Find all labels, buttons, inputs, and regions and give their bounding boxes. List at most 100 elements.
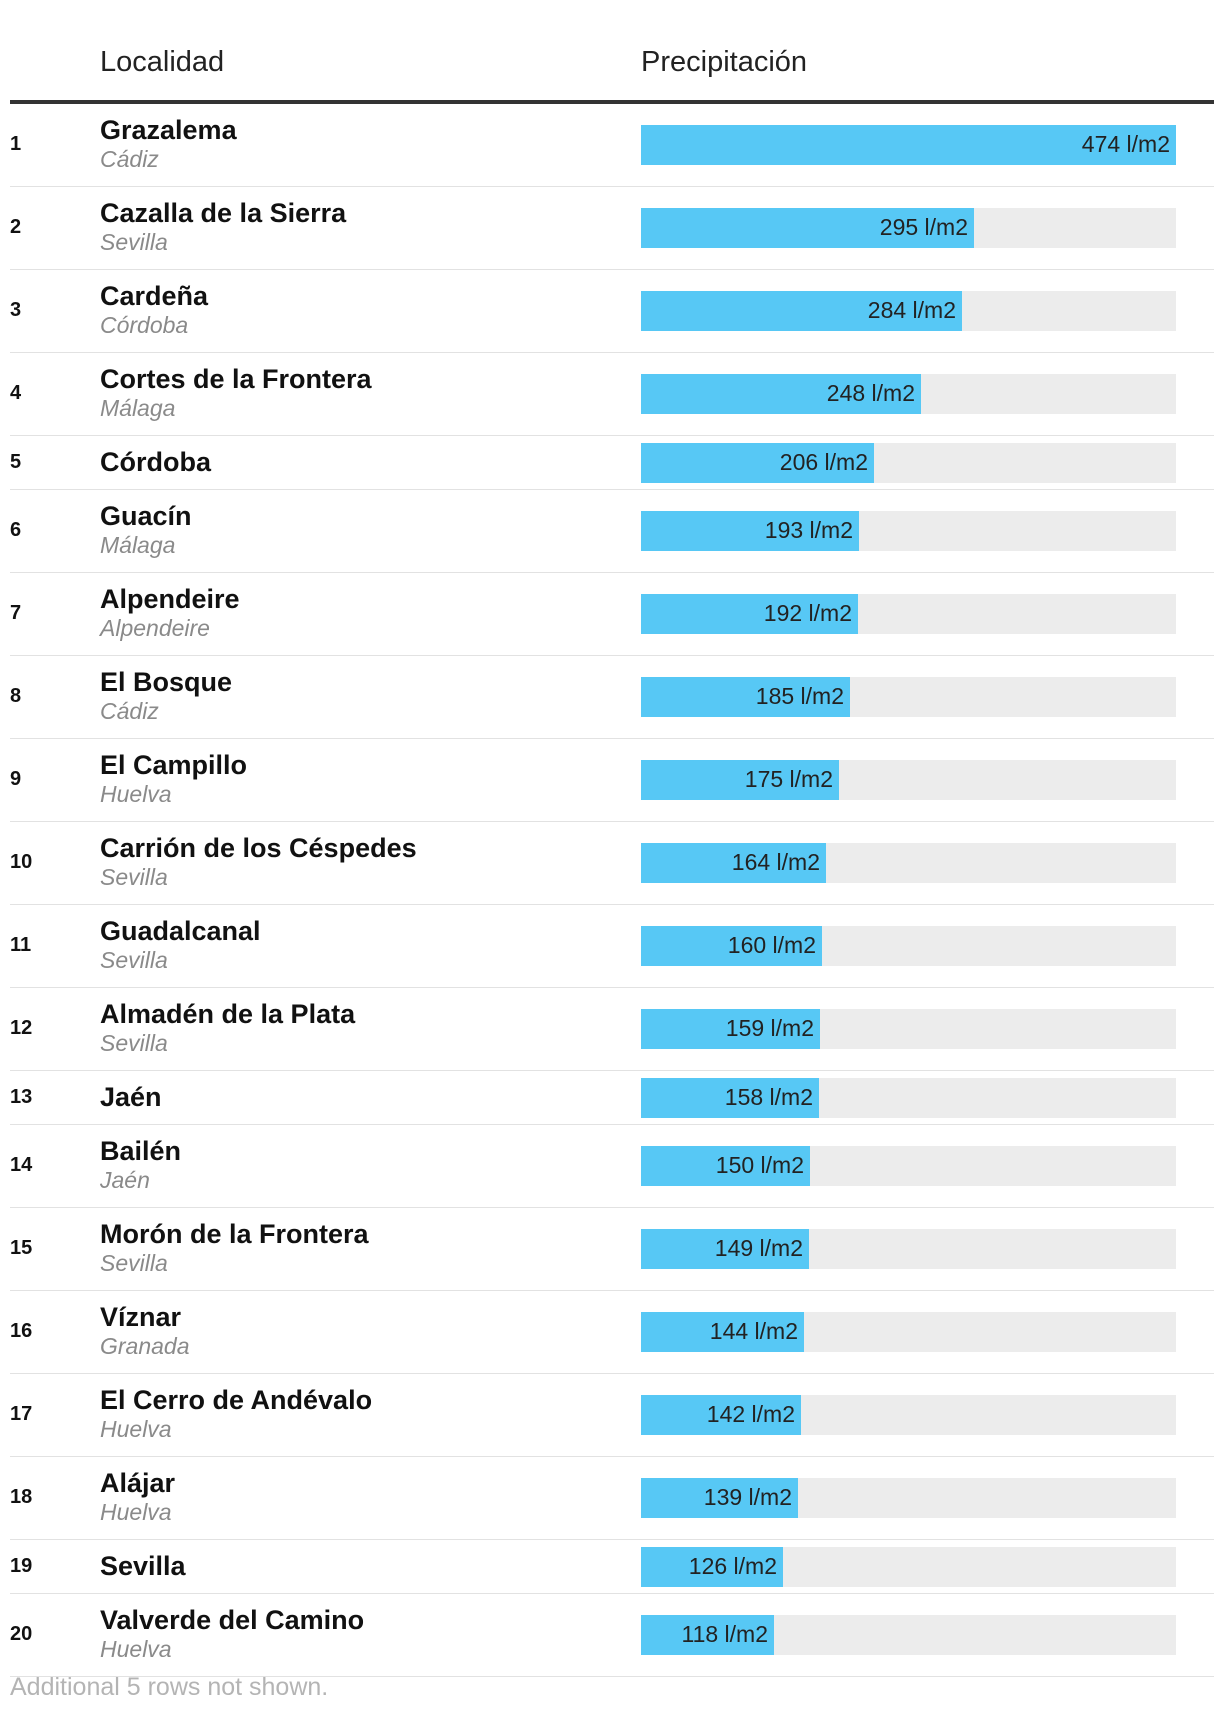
row-locality-name: Alájar <box>100 1468 176 1498</box>
row-locality-name: Morón de la Frontera <box>100 1219 369 1249</box>
table-row: 12 Almadén de la Plata Sevilla 159 l/m2 <box>10 988 1214 1071</box>
row-locality-name: El Bosque <box>100 667 233 697</box>
bar-track: 150 l/m2 <box>641 1146 1176 1186</box>
bar-value-label: 295 l/m2 <box>879 214 968 240</box>
row-rank: 13 <box>10 1086 33 1108</box>
bar-track: 248 l/m2 <box>641 374 1176 414</box>
column-header-precipitacion: Precipitación <box>641 46 808 78</box>
row-rank: 9 <box>10 768 22 790</box>
bar-track: 295 l/m2 <box>641 208 1176 248</box>
row-province: Sevilla <box>100 864 168 890</box>
table-row: 1 Grazalema Cádiz 474 l/m2 <box>10 104 1214 187</box>
row-rank: 8 <box>10 685 22 707</box>
row-province: Huelva <box>100 1499 172 1525</box>
row-province: Granada <box>100 1333 190 1359</box>
bar-track: 126 l/m2 <box>641 1547 1176 1587</box>
table-row: 19 Sevilla 126 l/m2 <box>10 1540 1214 1594</box>
bar <box>641 594 858 634</box>
row-rank: 15 <box>10 1237 33 1259</box>
bar-value-label: 192 l/m2 <box>763 600 852 626</box>
row-rank: 19 <box>10 1555 33 1577</box>
table-row: 9 El Campillo Huelva 175 l/m2 <box>10 739 1214 822</box>
row-rank: 3 <box>10 299 22 321</box>
bar-track: 164 l/m2 <box>641 843 1176 883</box>
row-province: Málaga <box>100 395 176 421</box>
row-province: Sevilla <box>100 1250 168 1276</box>
bar-value-label: 149 l/m2 <box>714 1235 803 1261</box>
row-locality-name: Guacín <box>100 501 192 531</box>
table-row: 7 Alpendeire Alpendeire 192 l/m2 <box>10 573 1214 656</box>
bar-track: 142 l/m2 <box>641 1395 1176 1435</box>
row-province: Cádiz <box>100 698 159 724</box>
row-locality-name: Bailén <box>100 1136 182 1166</box>
row-locality-name: Almadén de la Plata <box>100 999 356 1029</box>
table-row: 8 El Bosque Cádiz 185 l/m2 <box>10 656 1214 739</box>
bar-track: 144 l/m2 <box>641 1312 1176 1352</box>
bar-value-label: 159 l/m2 <box>725 1015 814 1041</box>
table-body: 1 Grazalema Cádiz 474 l/m2 2 Cazalla de la Si… <box>10 104 1214 1677</box>
bar-value-label: 185 l/m2 <box>755 683 844 709</box>
table-row: 3 Cardeña Córdoba 284 l/m2 <box>10 270 1214 353</box>
row-rank: 5 <box>10 451 22 473</box>
row-rank: 14 <box>10 1154 33 1176</box>
bar-track: 193 l/m2 <box>641 511 1176 551</box>
row-rank: 10 <box>10 851 33 873</box>
row-locality-name: El Campillo <box>100 750 248 780</box>
bar <box>641 291 962 331</box>
row-locality-name: Cazalla de la Sierra <box>100 198 347 228</box>
bar-value-label: 160 l/m2 <box>727 932 816 958</box>
row-locality-name: Jaén <box>100 1082 162 1112</box>
row-rank: 4 <box>10 382 22 404</box>
row-rank: 16 <box>10 1320 33 1342</box>
table-row: 11 Guadalcanal Sevilla 160 l/m2 <box>10 905 1214 988</box>
bar <box>641 1009 820 1049</box>
table-row: 20 Valverde del Camino Huelva 118 l/m2 <box>10 1594 1214 1677</box>
table-row: 6 Guacín Málaga 193 l/m2 <box>10 490 1214 573</box>
table-row: 14 Bailén Jaén 150 l/m2 <box>10 1125 1214 1208</box>
table-row: 15 Morón de la Frontera Sevilla 149 l/m2 <box>10 1208 1214 1291</box>
row-province: Sevilla <box>100 1030 168 1056</box>
bar-value-label: 164 l/m2 <box>731 849 820 875</box>
row-province: Huelva <box>100 1636 172 1662</box>
row-rank: 18 <box>10 1486 33 1508</box>
row-province: Málaga <box>100 532 176 558</box>
row-rank: 1 <box>10 133 22 155</box>
column-header-localidad: Localidad <box>100 46 225 78</box>
bar-track: 158 l/m2 <box>641 1078 1176 1118</box>
bar <box>641 125 1176 165</box>
table-row: 13 Jaén 158 l/m2 <box>10 1071 1214 1125</box>
bar-track: 474 l/m2 <box>641 125 1176 165</box>
bar-track: 159 l/m2 <box>641 1009 1176 1049</box>
row-province: Jaén <box>100 1167 150 1193</box>
table-header: Localidad Precipitación <box>10 0 1214 104</box>
table-row: 17 El Cerro de Andévalo Huelva 142 l/m2 <box>10 1374 1214 1457</box>
bar-value-label: 474 l/m2 <box>1081 131 1170 157</box>
bar-value-label: 126 l/m2 <box>688 1553 777 1579</box>
bar-value-label: 193 l/m2 <box>764 517 853 543</box>
bar-value-label: 142 l/m2 <box>706 1401 795 1427</box>
row-locality-name: Córdoba <box>100 447 211 477</box>
bar-value-label: 144 l/m2 <box>709 1318 798 1344</box>
row-locality-name: Alpendeire <box>100 584 240 614</box>
bar <box>641 208 974 248</box>
table-row: 2 Cazalla de la Sierra Sevilla 295 l/m2 <box>10 187 1214 270</box>
row-rank: 20 <box>10 1623 33 1645</box>
bar-track: 206 l/m2 <box>641 443 1176 483</box>
bar <box>641 511 859 551</box>
row-locality-name: Cardeña <box>100 281 209 311</box>
bar <box>641 1229 809 1269</box>
row-rank: 11 <box>10 934 32 956</box>
table-row: 16 Víznar Granada 144 l/m2 <box>10 1291 1214 1374</box>
row-locality-name: Grazalema <box>100 115 237 145</box>
bar <box>641 374 921 414</box>
table-row: 5 Córdoba 206 l/m2 <box>10 436 1214 490</box>
table-row: 10 Carrión de los Céspedes Sevilla 164 l/m2 <box>10 822 1214 905</box>
table-row: 18 Alájar Huelva 139 l/m2 <box>10 1457 1214 1540</box>
bar <box>641 1312 804 1352</box>
row-province: Sevilla <box>100 229 168 255</box>
row-locality-name: Guadalcanal <box>100 916 261 946</box>
footnote: Additional 5 rows not shown. <box>10 1673 329 1701</box>
row-locality-name: Víznar <box>100 1302 182 1332</box>
bar <box>641 1078 819 1118</box>
bar <box>641 760 839 800</box>
